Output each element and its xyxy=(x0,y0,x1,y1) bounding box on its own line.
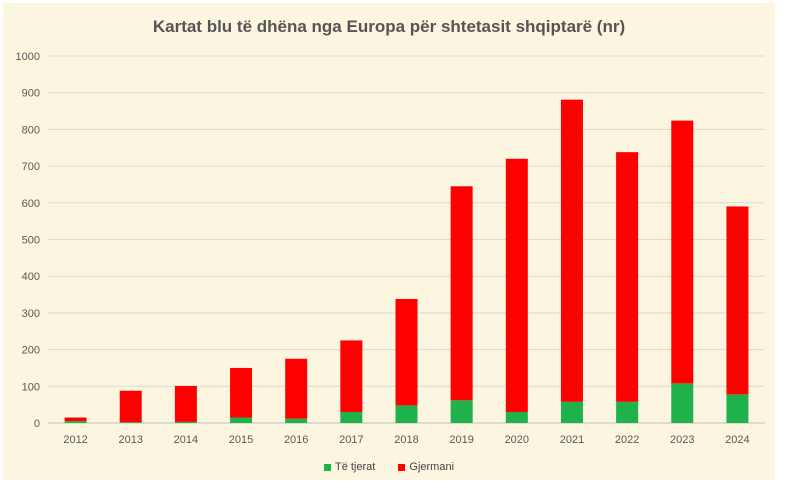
bar-germany-2015 xyxy=(230,367,253,418)
x-tick-label: 2013 xyxy=(118,434,142,446)
legend-swatch-germany xyxy=(398,463,406,471)
bar-others-2014 xyxy=(174,421,197,423)
bar-germany-2019 xyxy=(450,186,473,401)
x-tick-label: 2023 xyxy=(670,434,694,446)
bar-germany-2014 xyxy=(174,385,197,422)
bar-others-2018 xyxy=(395,405,418,423)
x-tick-label: 2022 xyxy=(615,434,639,446)
y-tick-label: 500 xyxy=(22,235,40,247)
x-tick-label: 2012 xyxy=(63,434,87,446)
bar-germany-2013 xyxy=(119,390,142,423)
y-tick-label: 600 xyxy=(22,198,40,210)
bar-others-2021 xyxy=(560,401,583,423)
bar-others-2017 xyxy=(340,411,363,423)
legend-label-others: Të tjerat xyxy=(334,461,376,473)
bar-others-2020 xyxy=(505,411,528,423)
x-tick-label: 2015 xyxy=(229,434,253,446)
x-tick-label: 2014 xyxy=(174,434,198,446)
legend-label-germany: Gjermani xyxy=(409,461,455,473)
bar-others-2022 xyxy=(616,401,639,423)
chart-title: Kartat blu të dhëna nga Europa për shtet… xyxy=(152,17,626,36)
bar-germany-2020 xyxy=(505,158,528,412)
x-tick-label: 2016 xyxy=(284,434,308,446)
y-tick-label: 0 xyxy=(34,418,40,430)
x-tick-label: 2024 xyxy=(725,434,749,446)
legend-item-others: Të tjerat xyxy=(323,461,376,473)
bar-germany-2017 xyxy=(340,340,363,412)
x-tick-label: 2019 xyxy=(449,434,473,446)
x-tick-label: 2017 xyxy=(339,434,363,446)
bar-others-2023 xyxy=(671,383,694,423)
bar-germany-2016 xyxy=(285,358,308,419)
bar-germany-2018 xyxy=(395,298,418,406)
y-tick-label: 700 xyxy=(22,161,40,173)
y-tick-label: 800 xyxy=(22,124,40,136)
bar-germany-2012 xyxy=(64,417,87,422)
bar-germany-2024 xyxy=(726,206,749,395)
bar-others-2012 xyxy=(64,421,87,423)
bar-others-2013 xyxy=(119,422,142,423)
y-tick-label: 900 xyxy=(22,88,40,100)
bar-germany-2022 xyxy=(616,152,639,402)
bar-others-2015 xyxy=(230,417,253,423)
bar-germany-2021 xyxy=(560,99,583,402)
y-tick-label: 100 xyxy=(22,381,40,393)
y-tick-label: 200 xyxy=(22,345,40,357)
chart-panel: Kartat blu të dhëna nga Europa për shtet… xyxy=(3,3,775,480)
legend-item-germany: Gjermani xyxy=(398,461,454,473)
x-tick-label: 2020 xyxy=(505,434,529,446)
y-tick-label: 1000 xyxy=(16,51,40,63)
legend: Të tjerat Gjermani xyxy=(3,461,775,474)
bar-others-2024 xyxy=(726,394,749,423)
x-tick-label: 2018 xyxy=(394,434,418,446)
bar-others-2019 xyxy=(450,400,473,423)
y-tick-label: 400 xyxy=(22,271,40,283)
bar-others-2016 xyxy=(285,418,308,423)
x-tick-label: 2021 xyxy=(560,434,584,446)
bar-germany-2023 xyxy=(671,120,694,384)
y-tick-label: 300 xyxy=(22,308,40,320)
bar-chart: 0 100 200 300 400 500 600 700 800 900 1000 2012 2013… xyxy=(16,51,765,446)
legend-swatch-others xyxy=(323,463,331,471)
